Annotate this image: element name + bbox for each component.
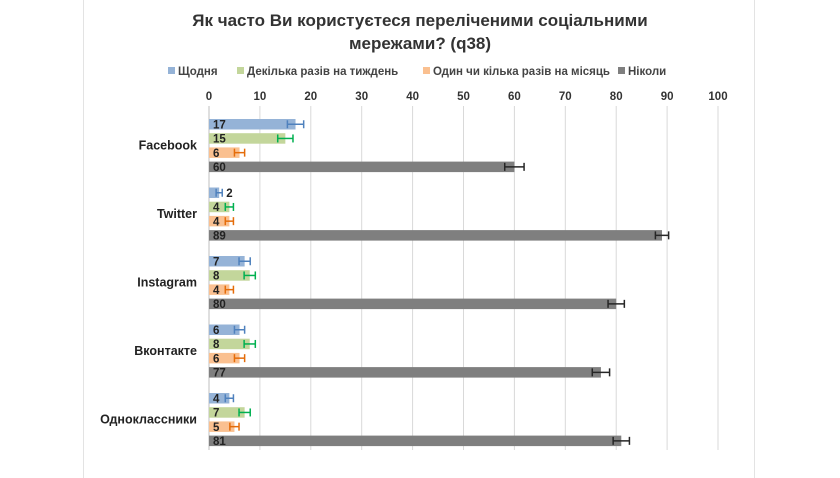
x-tick-label-90: 90	[661, 91, 674, 103]
x-tick-label-40: 40	[406, 91, 419, 103]
legend-label-0: Щодня	[178, 66, 218, 78]
data-label-instagram-1: 8	[213, 271, 220, 283]
data-label-twitter-3: 89	[213, 231, 226, 243]
data-label-facebook-2: 6	[213, 148, 219, 160]
bar-вконтакте-1	[209, 338, 250, 350]
data-label-вконтакте-1: 8	[213, 339, 220, 351]
bar-facebook-2	[209, 147, 240, 158]
data-label-instagram-0: 7	[213, 257, 219, 269]
x-tick-label-100: 100	[708, 91, 727, 103]
bar-twitter-0	[209, 187, 220, 198]
bar-twitter-2	[209, 215, 230, 227]
data-label-одноклассники-2: 5	[213, 422, 220, 434]
chart: Як часто Ви користуєтеся переліченими со…	[100, 11, 728, 450]
chart-frame: Як часто Ви користуєтеся переліченими со…	[83, 0, 755, 478]
x-tick-label-50: 50	[457, 91, 470, 103]
x-tick-label-60: 60	[508, 91, 521, 103]
category-label-instagram: Instagram	[137, 275, 197, 289]
bar-facebook-3	[209, 161, 515, 173]
data-label-вконтакте-0: 6	[213, 325, 219, 337]
data-label-twitter-1: 4	[213, 202, 220, 214]
x-axis-ticks: 0 10 20 30 40 50 60 70 80 90 100	[206, 91, 728, 103]
bar-instagram-1	[209, 270, 250, 281]
data-label-одноклассники-0: 4	[213, 394, 220, 406]
bar-одноклассники-0	[209, 393, 230, 404]
data-label-вконтакте-3: 77	[213, 368, 226, 380]
bar-instagram-2	[209, 284, 230, 295]
legend-swatch-0	[168, 67, 175, 74]
category-label-одноклассники: Одноклассники	[100, 412, 197, 426]
legend-swatch-3	[618, 67, 625, 74]
data-label-instagram-2: 4	[213, 285, 220, 297]
legend: Щодня Декілька разів на тиждень Один чи кі…	[168, 66, 666, 78]
x-gridlines	[208, 106, 719, 450]
x-tick-label-10: 10	[254, 91, 267, 103]
legend-swatch-2	[423, 67, 430, 74]
x-tick-label-20: 20	[304, 91, 317, 103]
bar-вконтакте-2	[209, 352, 240, 364]
category-label-facebook: Facebook	[139, 138, 197, 152]
data-label-instagram-3: 80	[213, 299, 226, 311]
bar-одноклассники-1	[209, 407, 245, 418]
bar-вконтакте-3	[209, 367, 601, 378]
data-label-twitter-2: 4	[213, 216, 220, 228]
x-tick-label-80: 80	[610, 91, 623, 103]
data-label-facebook-0: 17	[213, 120, 226, 132]
legend-swatch-1	[237, 67, 244, 74]
x-tick-label-70: 70	[559, 91, 572, 103]
bar-одноклассники-3	[209, 435, 622, 447]
bar-twitter-3	[209, 230, 663, 241]
x-tick-label-30: 30	[355, 91, 368, 103]
category-labels: Facebook Twitter Instagram Вконтакте Однокла…	[100, 138, 197, 426]
bar-facebook-0	[209, 119, 296, 130]
category-label-twitter: Twitter	[157, 207, 197, 221]
data-label-facebook-1: 15	[213, 134, 226, 146]
bar-facebook-1	[209, 133, 286, 144]
bar-одноклассники-2	[209, 421, 235, 432]
legend-label-2: Один чи кілька разів на місяць	[433, 66, 610, 78]
x-tick-label-0: 0	[206, 91, 212, 103]
data-label-вконтакте-2: 6	[213, 353, 219, 365]
bar-twitter-1	[209, 201, 230, 213]
legend-label-3: Ніколи	[628, 66, 666, 78]
bar-вконтакте-0	[209, 324, 240, 335]
data-label-одноклассники-1: 7	[213, 408, 219, 420]
bar-instagram-0	[209, 256, 245, 267]
chart-title-line-2: мережами? (q38)	[349, 34, 491, 53]
category-label-вконтакте: Вконтакте	[134, 344, 197, 358]
data-label-twitter-0: 2	[226, 188, 232, 200]
chart-title-line-1: Як часто Ви користуєтеся переліченими со…	[192, 11, 647, 30]
legend-label-1: Декілька разів на тиждень	[247, 66, 398, 78]
data-label-facebook-3: 60	[213, 162, 226, 174]
bar-instagram-3	[209, 298, 617, 310]
data-label-одноклассники-3: 81	[213, 436, 226, 448]
